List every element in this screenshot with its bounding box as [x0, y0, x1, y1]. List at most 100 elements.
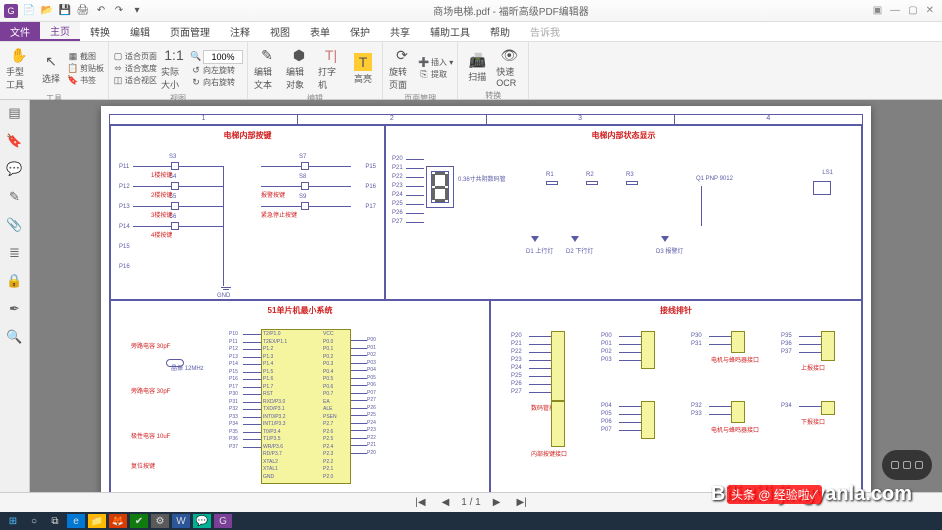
qa-more-icon[interactable]: ▾: [130, 4, 144, 18]
speaker-icon: [813, 181, 831, 195]
block-mcu-title: 51单片机最小系统: [268, 305, 333, 316]
taskview-button[interactable]: ⧉: [46, 514, 64, 528]
highlight-icon: T: [354, 53, 372, 71]
side-search-icon[interactable]: 🔍: [6, 328, 24, 346]
led-icon: [531, 236, 539, 242]
tab-help[interactable]: 帮助: [480, 22, 520, 41]
insert-icon: ➕: [419, 58, 429, 68]
start-button[interactable]: ⊞: [4, 514, 22, 528]
rotate-right-button[interactable]: ↻向右旋转: [191, 77, 243, 88]
rotpage-icon: ⟳: [393, 46, 411, 64]
rotate-page-button[interactable]: ⟳旋转页面: [387, 44, 417, 93]
schematic-col-ruler: 1 2 3 4: [110, 115, 862, 125]
header-connector: [731, 401, 745, 423]
tab-form[interactable]: 表单: [300, 22, 340, 41]
taskbar-app[interactable]: G: [214, 514, 232, 528]
tab-convert[interactable]: 转换: [80, 22, 120, 41]
crystal-icon: [166, 359, 184, 367]
tab-tellme[interactable]: 告诉我: [520, 22, 570, 41]
block-headers: 接线排针 P20P21P22P23P24P25P26P27数码管接口内部按键接口…: [490, 300, 862, 492]
minimize-icon[interactable]: —: [890, 5, 900, 16]
extract-page-button[interactable]: ⎘提取: [419, 69, 453, 80]
next-page-button[interactable]: ▶: [489, 497, 505, 508]
side-toolbar: ▤ 🔖 💬 ✎ 📎 ≣ 🔒 ✒ 🔍: [0, 100, 30, 492]
fit-page-button[interactable]: ▢适合页面: [113, 51, 157, 62]
scan-button[interactable]: 📠扫描: [462, 44, 492, 90]
tab-home[interactable]: 主页: [40, 22, 80, 41]
qa-open-icon[interactable]: 📂: [40, 4, 54, 18]
taskbar-app[interactable]: ✔: [130, 514, 148, 528]
insert-page-button[interactable]: ➕插入 ▾: [419, 57, 453, 68]
taskbar-app[interactable]: 💬: [193, 514, 211, 528]
qa-print-icon[interactable]: 🖨: [76, 4, 90, 18]
qa-save-icon[interactable]: 💾: [58, 4, 72, 18]
tab-view[interactable]: 视图: [260, 22, 300, 41]
side-security-icon[interactable]: 🔒: [6, 272, 24, 290]
side-comments-icon[interactable]: 💬: [6, 160, 24, 178]
taskbar-app[interactable]: ⚙: [151, 514, 169, 528]
hand-tool-button[interactable]: ✋手型工具: [4, 44, 34, 93]
fit-visible-button[interactable]: ◫适合视区: [113, 75, 157, 86]
fitvis-icon: ◫: [113, 76, 123, 86]
tab-share[interactable]: 共享: [380, 22, 420, 41]
close-icon[interactable]: ✕: [926, 5, 934, 16]
fit-width-button[interactable]: ⬄适合宽度: [113, 63, 157, 74]
ocr-button[interactable]: 👁快速OCR: [494, 44, 524, 90]
clipboard-button[interactable]: 📋剪贴板: [68, 63, 104, 74]
rotate-left-button[interactable]: ↺向左旋转: [191, 65, 243, 76]
tab-organize[interactable]: 页面管理: [160, 22, 220, 41]
side-signature-icon[interactable]: ✒: [6, 300, 24, 318]
header-connector: [821, 331, 835, 361]
ribbon-toggle-icon[interactable]: ▣: [873, 5, 882, 16]
side-pages-icon[interactable]: ▤: [6, 104, 24, 122]
taskbar-app[interactable]: 📁: [88, 514, 106, 528]
qa-undo-icon[interactable]: ↶: [94, 4, 108, 18]
side-bookmark-icon[interactable]: 🔖: [6, 132, 24, 150]
pdf-page: 1 2 3 4 电梯内部按键 P11 P12 P13 P14 P15 P16: [101, 106, 871, 492]
tab-accessibility[interactable]: 辅助工具: [420, 22, 480, 41]
taskbar-app[interactable]: W: [172, 514, 190, 528]
last-page-button[interactable]: ▶|: [512, 497, 530, 508]
search-button[interactable]: ○: [25, 514, 43, 528]
tab-edit[interactable]: 编辑: [120, 22, 160, 41]
qa-redo-icon[interactable]: ↷: [112, 4, 126, 18]
editobj-icon: ⬢: [290, 46, 308, 64]
scan-icon: 📠: [468, 51, 486, 69]
tab-protect[interactable]: 保护: [340, 22, 380, 41]
block-keys-title: 电梯内部按键: [224, 130, 272, 141]
side-pencil-icon[interactable]: ✎: [6, 188, 24, 206]
edit-text-button[interactable]: ✎编辑文本: [252, 44, 282, 93]
prev-page-button[interactable]: ◀: [438, 497, 454, 508]
block-headers-title: 接线排针: [660, 305, 692, 316]
hand-tool-label: 手型工具: [6, 65, 32, 91]
block-display: 电梯内部状态显示 0.36寸共阴数码管: [385, 125, 862, 300]
schematic-sheet: 1 2 3 4 电梯内部按键 P11 P12 P13 P14 P15 P16: [109, 114, 863, 492]
edit-object-button[interactable]: ⬢编辑对象: [284, 44, 314, 93]
highlight-button[interactable]: T高亮: [348, 44, 378, 93]
snapshot-button[interactable]: ▦截图: [68, 51, 104, 62]
work-area: ▤ 🔖 💬 ✎ 📎 ≣ 🔒 ✒ 🔍 1 2 3 4 电梯内部按键 P11: [0, 100, 942, 492]
tab-file[interactable]: 文件: [0, 22, 40, 41]
taskbar-app[interactable]: 🦊: [109, 514, 127, 528]
first-page-button[interactable]: |◀: [411, 497, 429, 508]
rotleft-icon: ↺: [191, 65, 201, 75]
zoom-control[interactable]: 🔍: [191, 50, 243, 64]
clipboard-icon: 📋: [68, 64, 78, 74]
tab-comment[interactable]: 注释: [220, 22, 260, 41]
taskbar-app[interactable]: e: [67, 514, 85, 528]
side-attachment-icon[interactable]: 📎: [6, 216, 24, 234]
maximize-icon[interactable]: ▢: [908, 5, 917, 16]
qa-new-icon[interactable]: 📄: [22, 4, 36, 18]
select-tool-button[interactable]: ↖选择: [36, 44, 66, 93]
zoom-input[interactable]: [203, 50, 243, 64]
rotright-icon: ↻: [191, 77, 201, 87]
canvas[interactable]: 1 2 3 4 电梯内部按键 P11 P12 P13 P14 P15 P16: [30, 100, 942, 492]
actual-size-button[interactable]: 1:1实际大小: [159, 44, 189, 93]
bookmark-button[interactable]: 🔖书签: [68, 75, 104, 86]
window-title: 商场电梯.pdf - 福昕高级PDF编辑器: [180, 3, 842, 18]
ocr-icon: 👁: [500, 46, 518, 64]
typewriter-button[interactable]: T|打字机: [316, 44, 346, 93]
side-layers-icon[interactable]: ≣: [6, 244, 24, 262]
floating-nav-tool[interactable]: [882, 450, 932, 480]
bookmark-icon: 🔖: [68, 76, 78, 86]
